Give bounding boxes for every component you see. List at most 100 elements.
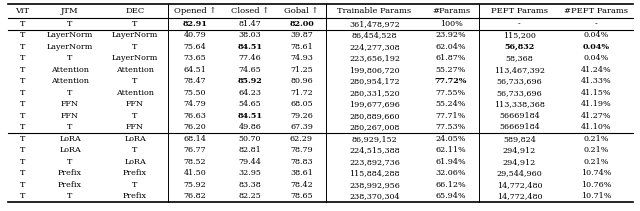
Text: 10.74%: 10.74% (581, 169, 612, 177)
Text: LayerNorm: LayerNorm (47, 31, 93, 39)
Text: 280,267,008: 280,267,008 (349, 123, 400, 131)
Text: T: T (20, 112, 25, 120)
Text: 0.04%: 0.04% (584, 31, 609, 39)
Text: 79.44: 79.44 (239, 158, 261, 166)
Text: 56,733,696: 56,733,696 (497, 89, 542, 97)
Text: 38.61: 38.61 (290, 169, 313, 177)
Text: Prefix: Prefix (123, 169, 147, 177)
Text: 361,478,972: 361,478,972 (349, 20, 400, 28)
Text: 83.38: 83.38 (239, 181, 261, 189)
Text: 14,772,480: 14,772,480 (497, 192, 542, 200)
Text: 32.95: 32.95 (239, 169, 261, 177)
Text: 82.25: 82.25 (239, 192, 261, 200)
Text: 224,277,308: 224,277,308 (349, 43, 400, 51)
Text: T: T (20, 77, 25, 85)
Text: T: T (67, 89, 73, 97)
Text: #PEFT Params: #PEFT Params (564, 7, 628, 15)
Text: 40.79: 40.79 (184, 31, 206, 39)
Text: T: T (20, 20, 25, 28)
Text: T: T (67, 54, 73, 62)
Text: 199,806,720: 199,806,720 (349, 66, 400, 74)
Text: 74.93: 74.93 (290, 54, 313, 62)
Text: 14,772,480: 14,772,480 (497, 181, 542, 189)
Text: T: T (20, 100, 25, 108)
Text: 280,331,520: 280,331,520 (349, 89, 400, 97)
Text: 0.21%: 0.21% (584, 135, 609, 143)
Text: 62.04%: 62.04% (436, 43, 467, 51)
Text: 32.06%: 32.06% (436, 169, 467, 177)
Text: Prefix: Prefix (58, 181, 82, 189)
Text: Attention: Attention (51, 66, 89, 74)
Text: JTM: JTM (61, 7, 79, 15)
Text: 78.52: 78.52 (184, 158, 206, 166)
Text: T: T (20, 123, 25, 131)
Text: 78.42: 78.42 (290, 181, 313, 189)
Text: 74.79: 74.79 (184, 100, 206, 108)
Text: Attention: Attention (51, 77, 89, 85)
Text: ViT: ViT (15, 7, 29, 15)
Text: Trainable Params: Trainable Params (337, 7, 412, 15)
Text: 41.15%: 41.15% (581, 89, 612, 97)
Text: T: T (132, 112, 138, 120)
Text: T: T (132, 43, 138, 51)
Text: 78.61: 78.61 (290, 43, 313, 51)
Text: 84.51: 84.51 (237, 112, 262, 120)
Text: T: T (20, 66, 25, 74)
Text: 77.53%: 77.53% (436, 123, 466, 131)
Text: 24.05%: 24.05% (436, 135, 467, 143)
Text: 49.86: 49.86 (239, 123, 261, 131)
Text: 77.55%: 77.55% (436, 89, 466, 97)
Text: 294,912: 294,912 (503, 146, 536, 154)
Text: T: T (67, 192, 73, 200)
Text: T: T (20, 31, 25, 39)
Text: 0.04%: 0.04% (583, 43, 610, 51)
Text: 0.21%: 0.21% (584, 158, 609, 166)
Text: 80.96: 80.96 (290, 77, 313, 85)
Text: PEFT Params: PEFT Params (491, 7, 548, 15)
Text: LoRA: LoRA (59, 135, 81, 143)
Text: 73.65: 73.65 (184, 54, 206, 62)
Text: 113,338,368: 113,338,368 (494, 100, 545, 108)
Text: 65.94%: 65.94% (436, 192, 467, 200)
Text: 0.21%: 0.21% (584, 146, 609, 154)
Text: 71.72: 71.72 (290, 89, 313, 97)
Text: LayerNorm: LayerNorm (112, 31, 158, 39)
Text: 41.10%: 41.10% (581, 123, 612, 131)
Text: 29,544,960: 29,544,960 (497, 169, 542, 177)
Text: 75.92: 75.92 (184, 181, 206, 189)
Text: 238,992,956: 238,992,956 (349, 181, 400, 189)
Text: 86,929,152: 86,929,152 (351, 135, 397, 143)
Text: 41.19%: 41.19% (581, 100, 612, 108)
Text: 589,824: 589,824 (503, 135, 536, 143)
Text: T: T (20, 135, 25, 143)
Text: LoRA: LoRA (124, 158, 146, 166)
Text: 81.47: 81.47 (239, 20, 261, 28)
Text: -: - (595, 20, 598, 28)
Text: FFN: FFN (61, 112, 79, 120)
Text: 41.50: 41.50 (184, 169, 206, 177)
Text: T: T (132, 20, 138, 28)
Text: 66.12%: 66.12% (436, 181, 467, 189)
Text: 280,954,172: 280,954,172 (349, 77, 400, 85)
Text: Prefix: Prefix (123, 192, 147, 200)
Text: T: T (20, 89, 25, 97)
Text: 75.64: 75.64 (184, 43, 206, 51)
Text: 41.27%: 41.27% (581, 112, 612, 120)
Text: 199,677,696: 199,677,696 (349, 100, 400, 108)
Text: 115,884,288: 115,884,288 (349, 169, 400, 177)
Text: T: T (20, 146, 25, 154)
Text: 76.63: 76.63 (184, 112, 207, 120)
Text: 79.26: 79.26 (290, 112, 313, 120)
Text: T: T (20, 192, 25, 200)
Text: 23.92%: 23.92% (436, 31, 467, 39)
Text: Closed ↑: Closed ↑ (231, 7, 269, 15)
Text: 78.83: 78.83 (290, 158, 313, 166)
Text: 56,832: 56,832 (504, 43, 534, 51)
Text: 294,912: 294,912 (503, 158, 536, 166)
Text: 82.00: 82.00 (289, 20, 314, 28)
Text: 82.81: 82.81 (239, 146, 261, 154)
Text: 41.24%: 41.24% (581, 66, 612, 74)
Text: 55.24%: 55.24% (436, 100, 467, 108)
Text: FFN: FFN (61, 100, 79, 108)
Text: Prefix: Prefix (58, 169, 82, 177)
